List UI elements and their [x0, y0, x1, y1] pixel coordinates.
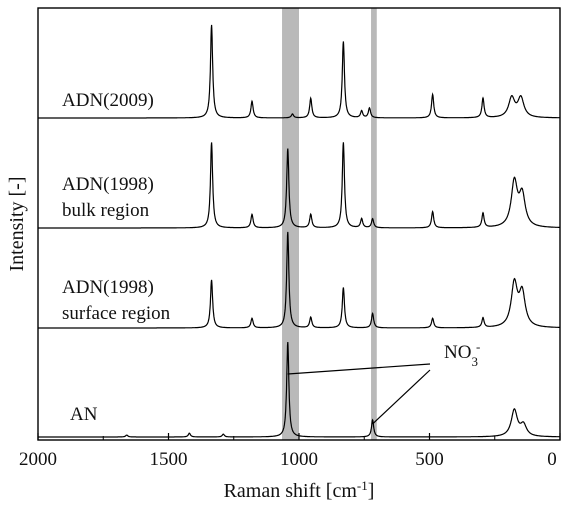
series-label-3: ADN(1998) surface region	[62, 277, 171, 324]
x-tick-label: 0	[547, 449, 557, 470]
series-line-2	[38, 142, 560, 229]
series-line-3	[38, 231, 560, 329]
highlight-band-1	[282, 8, 299, 440]
highlight-bands	[282, 8, 377, 440]
series-label-4: AN	[70, 404, 98, 425]
x-tick-label: 2000	[19, 449, 57, 470]
annotation-group: NO3-	[287, 339, 480, 425]
series-label-2: ADN(1998) bulk region	[62, 174, 154, 221]
x-tick-label: 1000	[280, 449, 318, 470]
x-tick-label: 1500	[150, 449, 188, 470]
y-axis-label: Intensity [-]	[6, 177, 28, 272]
series-labels: ADN(2009) ADN(1998) bulk region ADN(1998) su…	[62, 90, 171, 425]
annotation-arrow-1	[287, 363, 431, 375]
series-line-1	[38, 24, 560, 119]
x-tick-label: 500	[415, 449, 444, 470]
x-axis-ticks: 2000 1500 1000 500 0	[19, 433, 561, 470]
x-axis-label: Raman shift [cm-1]	[224, 478, 375, 503]
annotation-arrow-2	[372, 369, 431, 425]
annotation-label: NO3-	[444, 339, 480, 369]
series-label-1: ADN(2009)	[62, 90, 154, 111]
